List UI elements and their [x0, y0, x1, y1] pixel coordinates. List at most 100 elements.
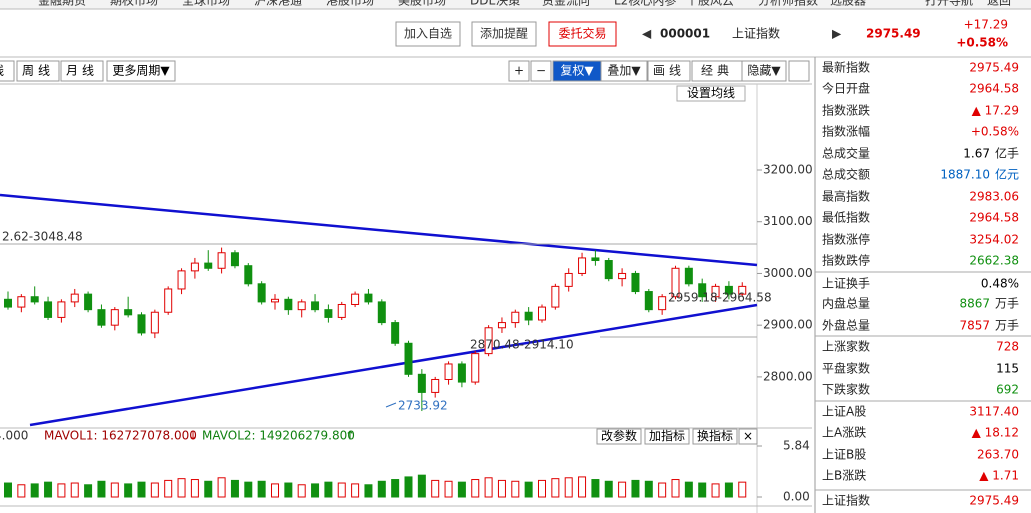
volume-bar — [591, 479, 600, 498]
menu-item[interactable]: 分析师指数 — [758, 0, 818, 8]
period-label[interactable]: 周线 — [22, 64, 54, 78]
volume-bar — [684, 481, 693, 498]
tool-button[interactable] — [741, 60, 787, 82]
fullscreen-button[interactable] — [788, 60, 810, 82]
next-arrow[interactable]: ▶ — [832, 27, 842, 41]
tool-button[interactable] — [508, 60, 530, 82]
volume-bar — [484, 477, 493, 498]
candle-body — [124, 309, 133, 316]
quote-label: 内盘总量 — [822, 296, 870, 311]
menu-item[interactable]: 美股市场 — [398, 0, 446, 8]
indicator-label[interactable]: × — [743, 429, 753, 443]
button-label[interactable]: 加入自选 — [404, 27, 452, 41]
tool-label[interactable]: 经典 — [701, 64, 733, 78]
period-label[interactable]: 更多周期▼ — [112, 64, 170, 78]
indicator-button[interactable] — [692, 428, 738, 445]
volume-bar — [698, 482, 707, 498]
button-label[interactable]: 添加提醒 — [480, 26, 528, 41]
volume-bar — [738, 481, 747, 498]
tool-label[interactable]: − — [536, 64, 546, 78]
candle-body — [484, 327, 493, 355]
volume-bar — [110, 482, 119, 498]
candle-body — [604, 260, 613, 280]
quote-label: 上证A股 — [822, 405, 866, 419]
quote-value: 692 — [996, 383, 1019, 397]
volume-bar — [671, 479, 680, 498]
candle-body — [164, 288, 173, 313]
button[interactable] — [548, 21, 617, 47]
tool-label[interactable]: + — [514, 64, 524, 78]
button-label[interactable]: 委托交易 — [558, 26, 606, 41]
quote-label: 上涨家数 — [822, 339, 870, 354]
indicator-button[interactable] — [596, 428, 642, 445]
menu-item[interactable]: L2核心内参 — [614, 0, 676, 8]
period-tab[interactable] — [0, 60, 15, 82]
period-label[interactable]: 月线 — [66, 64, 98, 78]
menu-item[interactable]: 返回 — [987, 0, 1011, 8]
annotation: 2870.48-2914.10 — [470, 338, 574, 352]
candle-body — [671, 267, 680, 298]
tool-button[interactable] — [530, 60, 552, 82]
menu-item[interactable]: 打开导航 — [925, 0, 973, 8]
menu-item[interactable]: 期权市场 — [110, 0, 158, 8]
tool-label[interactable]: 隐藏▼ — [747, 64, 781, 78]
menu-item[interactable]: 金融期货 — [38, 0, 86, 8]
indicator-label[interactable]: 加指标 — [649, 428, 685, 443]
volume-bar — [631, 479, 640, 498]
button[interactable] — [471, 21, 537, 47]
indicator-button[interactable] — [738, 428, 758, 445]
period-tab[interactable] — [106, 60, 176, 82]
volume-bar — [70, 482, 79, 498]
indicator-label[interactable]: 改参数 — [601, 428, 637, 443]
volume-bar — [257, 480, 266, 498]
button[interactable] — [395, 21, 461, 47]
annotation: 2959.18-2964.58 — [668, 291, 772, 305]
menu-item[interactable]: 个股风云 — [686, 0, 734, 8]
mavol2: MAVOL2: 149206279.800 — [202, 429, 355, 443]
indicator-label[interactable]: 换指标 — [697, 428, 733, 443]
candle-body — [417, 373, 426, 393]
quote-label: 指数涨幅 — [822, 124, 870, 139]
period-tab[interactable] — [16, 60, 60, 82]
tool-button[interactable] — [600, 60, 648, 82]
ma-label[interactable]: 设置均线 — [687, 86, 735, 100]
tool-label[interactable]: 复权▼ — [560, 64, 594, 78]
stock-code: 000001 — [660, 27, 710, 41]
volume-bar — [417, 474, 426, 498]
candle-body — [684, 267, 693, 285]
vol-head: 4.000 — [0, 429, 28, 443]
menu-item[interactable]: 选股器 — [830, 0, 866, 8]
quote-value: ▲ 18.12 — [972, 426, 1019, 440]
quote-value: 263.70 — [977, 448, 1019, 462]
quote-label: 指数涨跌 — [822, 103, 870, 118]
tool-label[interactable]: 画线 — [653, 64, 685, 78]
tool-button[interactable] — [647, 60, 691, 82]
menu-item[interactable]: DDE决策 — [470, 0, 520, 8]
menu-item[interactable]: 沪深港通 — [254, 0, 302, 8]
prev-arrow[interactable]: ◀ — [642, 27, 652, 41]
menu-item[interactable]: 港股市场 — [326, 0, 374, 8]
volume-bar — [30, 483, 39, 498]
quote-unit: 万手 — [995, 297, 1019, 311]
quote-value: 7857 — [959, 319, 990, 333]
ma-button[interactable] — [676, 85, 746, 102]
annotation: 2.62-3048.48 — [2, 230, 83, 244]
period-tab[interactable] — [60, 60, 104, 82]
quote-label: 总成交量 — [822, 146, 870, 161]
volume-bar — [644, 480, 653, 498]
tool-label[interactable]: 叠加▼ — [607, 64, 641, 78]
candle-body — [17, 296, 26, 308]
indicator-button[interactable] — [644, 428, 690, 445]
candle-body — [511, 311, 520, 324]
menu-item[interactable]: 资金流向 — [542, 0, 590, 8]
candle-body — [297, 301, 306, 311]
quote-label: 上证B股 — [822, 448, 866, 462]
candle-body — [57, 301, 66, 318]
candle-body — [377, 301, 386, 324]
menu-item[interactable]: 全球市场 — [182, 0, 230, 8]
candle-body — [150, 311, 159, 334]
period-label[interactable]: 日线 — [0, 64, 8, 78]
candle-body — [524, 311, 533, 321]
volume-bar — [724, 482, 733, 498]
